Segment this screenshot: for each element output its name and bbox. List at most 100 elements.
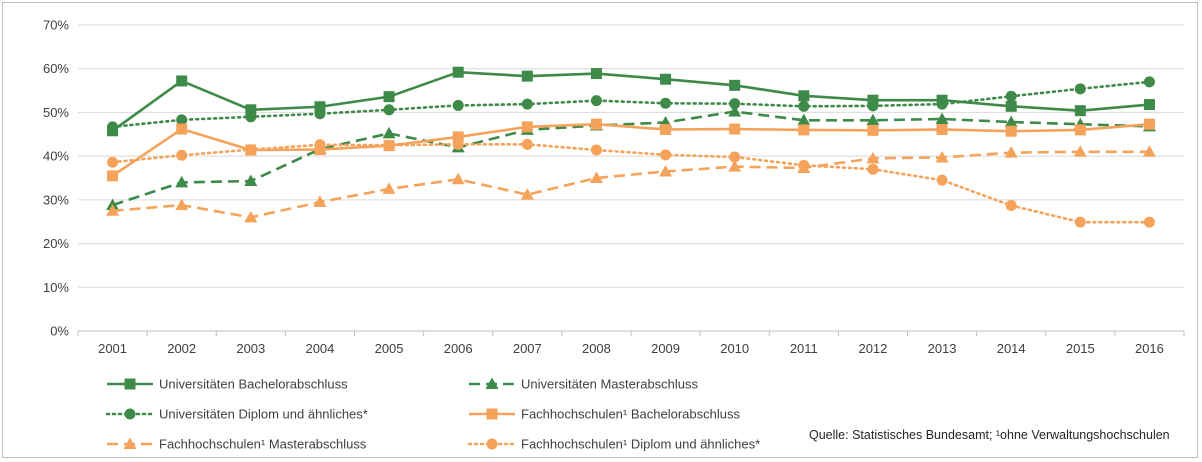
- line-chart: 0% 10% 20% 30% 40% 50% 60% 70% 2001 2002 2003 2004…: [43, 18, 1185, 452]
- data-point: [245, 144, 257, 156]
- data-point: [590, 144, 602, 156]
- data-point: [729, 123, 741, 135]
- series-line: [112, 110, 1150, 207]
- data-point: [660, 149, 672, 161]
- x-tick-label: 2003: [236, 341, 265, 356]
- x-tick-label: 2005: [375, 341, 404, 356]
- data-point: [935, 150, 949, 163]
- data-point: [383, 139, 395, 151]
- data-point: [1074, 105, 1086, 117]
- x-tick-label: 2015: [1066, 341, 1095, 356]
- x-tick-label: 2013: [928, 341, 957, 356]
- data-point: [107, 156, 119, 168]
- y-axis-ticks: 0% 10% 20% 30% 40% 50% 60% 70%: [43, 18, 69, 339]
- legend-label: Fachhochschulen¹ Masterabschluss: [159, 437, 367, 452]
- data-point: [176, 149, 188, 161]
- data-point: [867, 124, 879, 136]
- data-point: [1074, 124, 1086, 136]
- x-tick-label: 2010: [720, 341, 749, 356]
- data-point: [729, 98, 741, 110]
- data-point: [107, 170, 119, 182]
- series-line: [111, 70, 1150, 132]
- data-point: [867, 94, 879, 106]
- data-point: [867, 163, 879, 175]
- data-point: [590, 95, 602, 107]
- x-tick-label: 2016: [1135, 341, 1164, 356]
- data-point: [1004, 115, 1018, 128]
- data-point: [175, 198, 189, 211]
- x-axis: 2001 2002 2003 2004 2005 2006 2007 2008 2009 2010…: [77, 330, 1185, 356]
- x-tick-label: 2007: [513, 341, 542, 356]
- data-point: [729, 151, 741, 163]
- x-tick-label: 2001: [98, 341, 127, 356]
- legend-swatch-marker: [124, 378, 136, 390]
- series-line: [111, 80, 1151, 129]
- data-point: [589, 171, 603, 183]
- y-tick-label: 60%: [43, 61, 69, 76]
- legend-label: Universitäten Masterabschluss: [521, 377, 699, 392]
- data-point: [175, 175, 189, 188]
- data-point: [660, 73, 672, 85]
- y-tick-label: 10%: [43, 280, 69, 295]
- series-3: [107, 118, 1155, 182]
- legend-item-0: Universitäten Bachelorabschluss: [107, 377, 348, 392]
- legend-item-2: Universitäten Diplom und ähnliches*: [105, 407, 368, 422]
- x-tick-label: 2006: [444, 341, 473, 356]
- legend-label: Fachhochschulen¹ Bachelorabschluss: [521, 407, 740, 422]
- x-tick-label: 2004: [305, 341, 334, 356]
- data-point: [728, 160, 742, 172]
- data-point: [245, 111, 257, 123]
- legend-swatch-marker: [486, 408, 498, 420]
- legend-item-1: Universitäten Masterabschluss: [469, 377, 699, 392]
- y-tick-label: 70%: [43, 18, 69, 33]
- y-tick-label: 50%: [43, 105, 69, 120]
- legend-label: Universitäten Bachelorabschluss: [159, 377, 348, 392]
- data-point: [729, 79, 741, 91]
- data-point: [521, 98, 533, 110]
- data-point: [659, 164, 673, 177]
- data-point: [1005, 100, 1017, 112]
- data-point: [728, 105, 742, 117]
- data-point: [1143, 118, 1155, 130]
- x-tick-label: 2008: [582, 341, 611, 356]
- source-note: Quelle: Statistisches Bundesamt; ¹ohne V…: [809, 428, 1170, 442]
- series-line: [111, 122, 1150, 177]
- legend-item-5: Fachhochschulen¹ Diplom und ähnliches*: [467, 437, 760, 452]
- y-tick-label: 40%: [43, 149, 69, 164]
- series-layer: [106, 66, 1156, 228]
- data-point: [1004, 146, 1018, 158]
- data-point: [866, 113, 880, 126]
- data-point: [590, 68, 602, 80]
- data-point: [521, 70, 533, 82]
- data-point: [452, 131, 464, 143]
- data-point: [1143, 76, 1155, 88]
- data-point: [867, 100, 879, 112]
- data-point: [452, 138, 464, 150]
- data-point: [590, 118, 602, 130]
- data-point: [1143, 99, 1155, 111]
- legend-swatch-marker: [124, 408, 136, 420]
- x-tick-label: 2014: [997, 341, 1026, 356]
- legend: Universitäten Bachelorabschluss Universit…: [105, 377, 760, 452]
- data-point: [314, 139, 326, 151]
- data-point: [798, 90, 810, 102]
- data-point: [521, 138, 533, 150]
- data-point: [451, 172, 465, 185]
- data-point: [936, 123, 948, 135]
- legend-swatch-marker: [485, 377, 499, 389]
- data-point: [1005, 90, 1017, 102]
- data-point: [1143, 216, 1155, 228]
- data-point: [798, 159, 810, 171]
- data-point: [660, 123, 672, 135]
- x-tick-label: 2002: [167, 341, 196, 356]
- data-point: [1005, 125, 1017, 137]
- series-line: [111, 143, 1151, 224]
- legend-swatch-marker: [486, 438, 498, 450]
- data-point: [660, 97, 672, 109]
- data-point: [383, 104, 395, 116]
- x-tick-label: 2012: [858, 341, 887, 356]
- gridlines: [78, 24, 1184, 288]
- data-point: [1142, 145, 1156, 157]
- data-point: [176, 114, 188, 126]
